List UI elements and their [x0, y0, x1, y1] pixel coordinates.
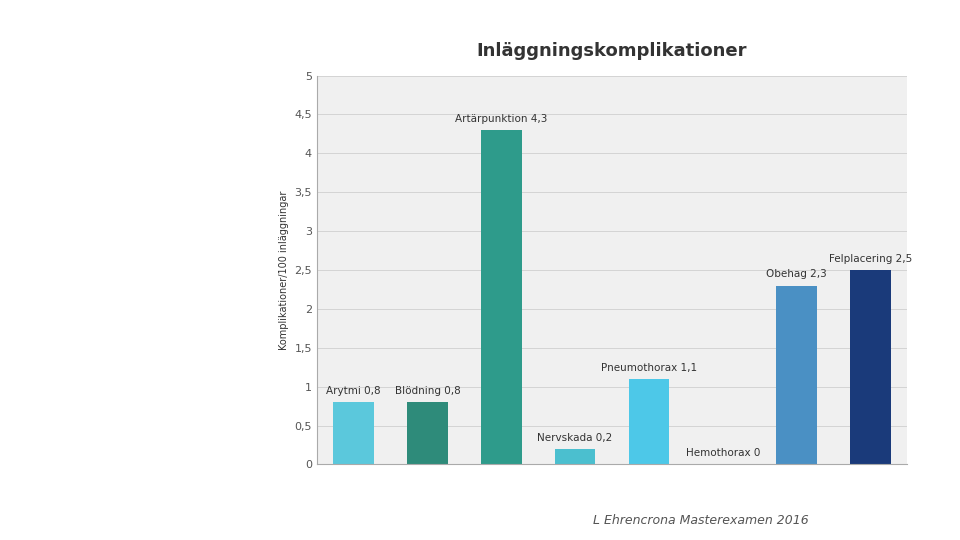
Text: Artärpunktion 4,3: Artärpunktion 4,3	[455, 114, 547, 124]
Y-axis label: Komplikationer/100 inläggningar: Komplikationer/100 inläggningar	[278, 190, 289, 350]
Bar	[407, 402, 447, 464]
Text: Arytmi 0,8: Arytmi 0,8	[326, 386, 381, 396]
Text: Pneumothorax 1,1: Pneumothorax 1,1	[601, 363, 697, 373]
Text: L Ehrencrona Masterexamen 2016: L Ehrencrona Masterexamen 2016	[593, 514, 808, 526]
Text: Hemothorax 0: Hemothorax 0	[685, 448, 760, 458]
Text: Obehag 2,3: Obehag 2,3	[766, 269, 827, 279]
Bar	[333, 402, 374, 464]
Bar	[777, 286, 817, 464]
Text: Felplacering 2,5: Felplacering 2,5	[828, 254, 912, 264]
Title: Inläggningskomplikationer: Inläggningskomplikationer	[477, 42, 747, 60]
Bar	[481, 130, 521, 464]
Text: Nervskada 0,2: Nervskada 0,2	[538, 433, 612, 443]
Bar	[850, 270, 891, 464]
Text: Frekvens inläggnings-
komplikationer
479 onkologpatienter: Frekvens inläggnings- komplikationer 479…	[27, 209, 208, 277]
Bar	[629, 379, 669, 464]
Bar	[555, 449, 595, 464]
Text: Blödning 0,8: Blödning 0,8	[395, 386, 461, 396]
